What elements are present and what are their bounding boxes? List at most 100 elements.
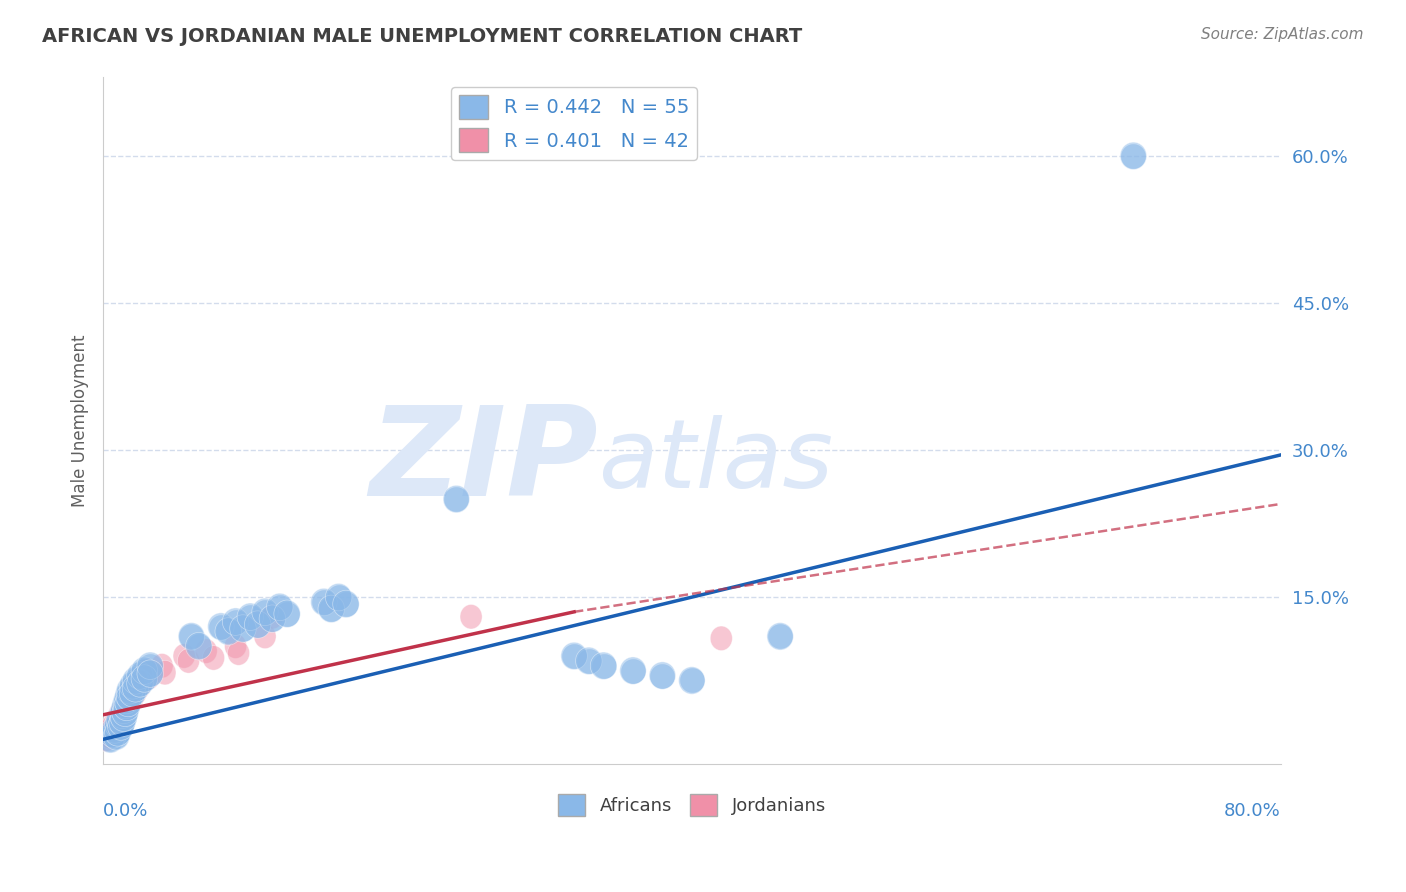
- Point: [100, 732, 122, 747]
- Ellipse shape: [112, 700, 135, 725]
- Point: [217, 624, 239, 639]
- Ellipse shape: [110, 701, 135, 729]
- Ellipse shape: [128, 676, 149, 700]
- Ellipse shape: [120, 680, 146, 707]
- Ellipse shape: [115, 696, 138, 720]
- Ellipse shape: [177, 648, 200, 673]
- Ellipse shape: [120, 683, 142, 707]
- Ellipse shape: [131, 657, 157, 684]
- Text: AFRICAN VS JORDANIAN MALE UNEMPLOYMENT CORRELATION CHART: AFRICAN VS JORDANIAN MALE UNEMPLOYMENT C…: [42, 27, 803, 45]
- Ellipse shape: [267, 593, 292, 621]
- Ellipse shape: [110, 706, 132, 730]
- Ellipse shape: [104, 711, 131, 739]
- Ellipse shape: [311, 589, 337, 615]
- Ellipse shape: [229, 615, 256, 642]
- Ellipse shape: [131, 665, 157, 692]
- Ellipse shape: [318, 595, 344, 623]
- Ellipse shape: [173, 644, 195, 668]
- Ellipse shape: [100, 721, 127, 748]
- Point: [769, 629, 792, 643]
- Ellipse shape: [114, 693, 136, 717]
- Point: [115, 693, 138, 707]
- Point: [112, 703, 135, 717]
- Ellipse shape: [112, 691, 138, 719]
- Ellipse shape: [100, 717, 121, 742]
- Point: [321, 602, 343, 616]
- Ellipse shape: [107, 713, 134, 740]
- Point: [117, 688, 139, 702]
- Ellipse shape: [202, 646, 225, 670]
- Text: ZIP: ZIP: [368, 401, 598, 523]
- Ellipse shape: [679, 666, 704, 694]
- Ellipse shape: [561, 642, 588, 670]
- Point: [118, 683, 141, 698]
- Point: [246, 617, 269, 632]
- Point: [312, 595, 335, 609]
- Point: [335, 597, 357, 611]
- Ellipse shape: [103, 713, 125, 737]
- Ellipse shape: [129, 668, 150, 693]
- Ellipse shape: [138, 665, 160, 690]
- Ellipse shape: [118, 690, 141, 715]
- Point: [110, 720, 132, 734]
- Point: [114, 698, 136, 712]
- Ellipse shape: [122, 678, 145, 703]
- Point: [253, 605, 276, 619]
- Ellipse shape: [114, 686, 141, 714]
- Point: [124, 673, 146, 688]
- Point: [104, 723, 127, 737]
- Point: [111, 715, 134, 730]
- Point: [121, 678, 143, 692]
- Ellipse shape: [134, 666, 156, 690]
- Point: [328, 590, 350, 604]
- Point: [578, 654, 600, 668]
- Ellipse shape: [110, 709, 135, 737]
- Ellipse shape: [111, 696, 136, 723]
- Ellipse shape: [259, 605, 285, 632]
- Ellipse shape: [460, 605, 482, 629]
- Ellipse shape: [262, 605, 284, 629]
- Text: atlas: atlas: [598, 416, 832, 508]
- Ellipse shape: [136, 652, 163, 680]
- Point: [592, 658, 614, 673]
- Ellipse shape: [245, 611, 271, 639]
- Ellipse shape: [127, 673, 148, 698]
- Point: [262, 612, 284, 626]
- Ellipse shape: [150, 654, 173, 678]
- Ellipse shape: [103, 723, 129, 750]
- Ellipse shape: [112, 699, 138, 727]
- Point: [187, 639, 209, 653]
- Ellipse shape: [98, 724, 120, 748]
- Ellipse shape: [122, 674, 149, 702]
- Point: [121, 686, 143, 700]
- Point: [112, 711, 135, 725]
- Ellipse shape: [333, 591, 359, 618]
- Ellipse shape: [131, 671, 152, 696]
- Ellipse shape: [136, 658, 159, 683]
- Point: [103, 727, 125, 741]
- Ellipse shape: [195, 639, 217, 664]
- Ellipse shape: [238, 603, 263, 631]
- Ellipse shape: [575, 647, 602, 674]
- Ellipse shape: [122, 666, 149, 694]
- Ellipse shape: [105, 706, 132, 733]
- Ellipse shape: [132, 664, 153, 688]
- Ellipse shape: [104, 719, 131, 747]
- Ellipse shape: [222, 608, 249, 635]
- Ellipse shape: [135, 661, 157, 686]
- Point: [129, 668, 152, 682]
- Point: [139, 666, 162, 681]
- Point: [232, 622, 254, 636]
- Text: 0.0%: 0.0%: [103, 802, 149, 820]
- Ellipse shape: [153, 660, 176, 685]
- Legend: Africans, Jordanians: Africans, Jordanians: [551, 787, 832, 823]
- Y-axis label: Male Unemployment: Male Unemployment: [72, 334, 89, 507]
- Point: [209, 619, 232, 633]
- Ellipse shape: [117, 676, 143, 704]
- Ellipse shape: [208, 613, 235, 640]
- Ellipse shape: [215, 618, 242, 645]
- Point: [107, 725, 129, 739]
- Point: [562, 648, 585, 663]
- Point: [105, 730, 128, 744]
- Point: [129, 676, 152, 690]
